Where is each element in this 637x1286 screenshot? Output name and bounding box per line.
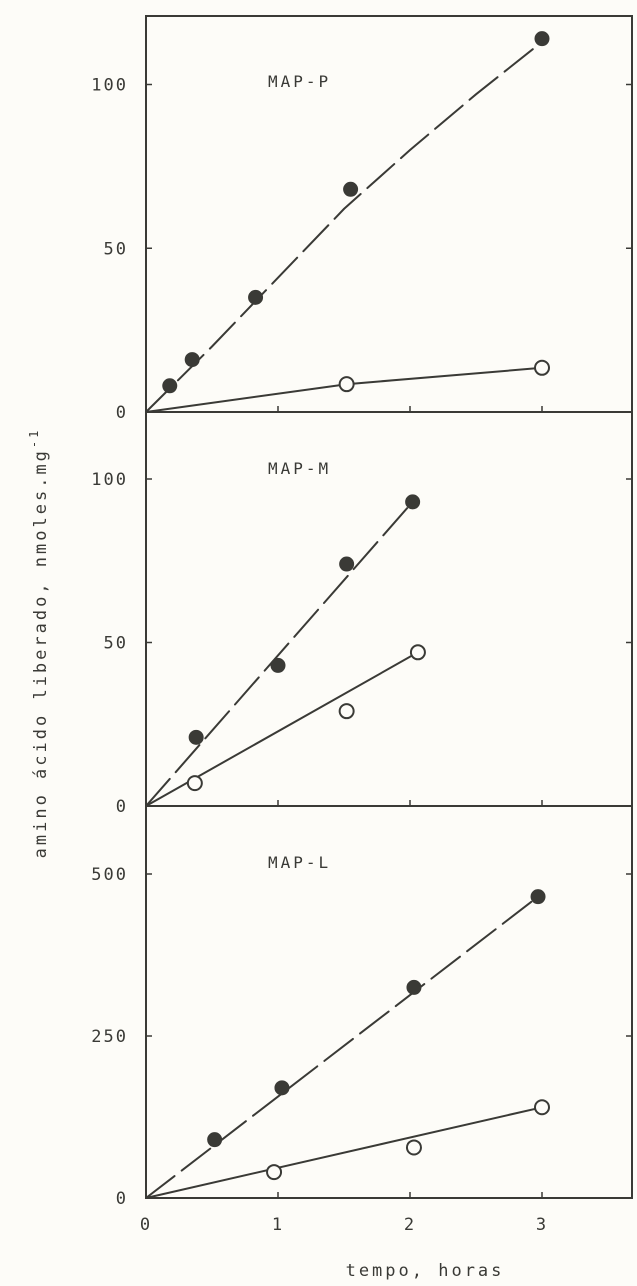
data-point-filled xyxy=(343,181,359,197)
data-point-open xyxy=(534,359,550,376)
data-point-open xyxy=(338,703,355,720)
data-point-filled xyxy=(188,729,204,745)
fit-line-open xyxy=(145,1106,543,1199)
data-point-filled xyxy=(162,378,178,394)
y-tick-label: 0 xyxy=(116,1189,128,1209)
panel-map-m: MAP-M 0 50 100 xyxy=(91,459,632,817)
y-tick-label: 100 xyxy=(91,470,128,490)
data-point-open xyxy=(338,376,355,393)
y-axis-title: amino ácido liberado, nmoles.mg-1 xyxy=(27,428,51,859)
panel-map-l: MAP-L 0 250 500 0 1 2 3 xyxy=(91,853,632,1235)
data-point-open xyxy=(534,1099,550,1116)
data-point-open xyxy=(409,644,426,661)
data-point-filled xyxy=(406,979,422,995)
y-tick-label: 0 xyxy=(116,797,128,817)
x-tick-label: 1 xyxy=(272,1215,284,1235)
y-tick-label: 0 xyxy=(116,403,128,423)
data-point-filled xyxy=(339,556,355,572)
data-point-filled xyxy=(405,494,421,510)
y-tick-label: 500 xyxy=(91,865,128,885)
data-point-filled xyxy=(534,31,550,47)
y-tick-label: 100 xyxy=(91,76,128,96)
data-point-filled xyxy=(530,889,546,905)
fit-line-filled xyxy=(145,40,543,413)
data-point-filled xyxy=(248,289,264,305)
data-point-filled xyxy=(270,657,286,673)
x-tick-label: 0 xyxy=(140,1215,152,1235)
data-point-open xyxy=(266,1164,283,1181)
panel-label: MAP-M xyxy=(268,459,331,478)
y-tick-label: 250 xyxy=(91,1027,128,1047)
panel-label: MAP-L xyxy=(268,853,331,872)
data-point-filled xyxy=(184,352,200,368)
x-axis-title: tempo, horas xyxy=(346,1261,505,1281)
y-tick-label: 50 xyxy=(104,634,128,654)
y-axis-title-superscript: -1 xyxy=(27,428,41,448)
fit-line-filled xyxy=(145,500,414,807)
fit-line-open xyxy=(145,651,419,807)
y-axis-title-text: amino ácido liberado, nmoles.mg xyxy=(31,448,51,858)
panel-label: MAP-P xyxy=(268,72,331,91)
x-tick-label: 3 xyxy=(536,1215,548,1235)
chart-panels: MAP-P 0 50 100 MAP-M 0 50 100 MAP-L 0 250 500 0 1 2 3 xyxy=(91,15,633,1235)
data-point-filled xyxy=(274,1080,290,1096)
data-point-filled xyxy=(207,1132,223,1148)
y-tick-label: 50 xyxy=(104,239,128,259)
plot-frame xyxy=(145,15,633,1199)
data-point-open xyxy=(405,1139,422,1156)
data-point-open xyxy=(186,775,203,792)
panel-map-p: MAP-P 0 50 100 xyxy=(91,31,632,423)
x-tick-label: 2 xyxy=(404,1215,416,1235)
fit-line-filled xyxy=(145,895,539,1199)
